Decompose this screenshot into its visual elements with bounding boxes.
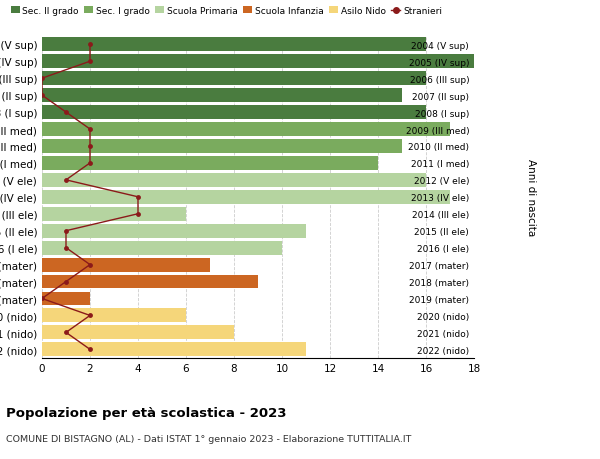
Y-axis label: Anni di nascita: Anni di nascita [526,159,536,236]
Bar [42,89,402,103]
Text: Popolazione per età scolastica - 2023: Popolazione per età scolastica - 2023 [6,406,287,419]
Bar [42,224,306,238]
Bar [42,342,306,357]
Bar [42,275,258,289]
Bar [42,292,90,306]
Bar [42,174,426,187]
Bar [42,157,378,170]
Bar [42,123,450,137]
Bar [42,309,186,323]
Bar [42,38,426,52]
Bar [42,72,426,86]
Bar [42,140,402,154]
Bar [42,241,282,255]
Bar [42,55,474,69]
Legend: Sec. II grado, Sec. I grado, Scuola Primaria, Scuola Infanzia, Asilo Nido, Stran: Sec. II grado, Sec. I grado, Scuola Prim… [11,7,442,16]
Bar [42,326,234,340]
Bar [42,258,210,272]
Bar [42,190,450,204]
Bar [42,207,186,221]
Text: COMUNE DI BISTAGNO (AL) - Dati ISTAT 1° gennaio 2023 - Elaborazione TUTTITALIA.I: COMUNE DI BISTAGNO (AL) - Dati ISTAT 1° … [6,434,412,443]
Bar [42,106,426,120]
